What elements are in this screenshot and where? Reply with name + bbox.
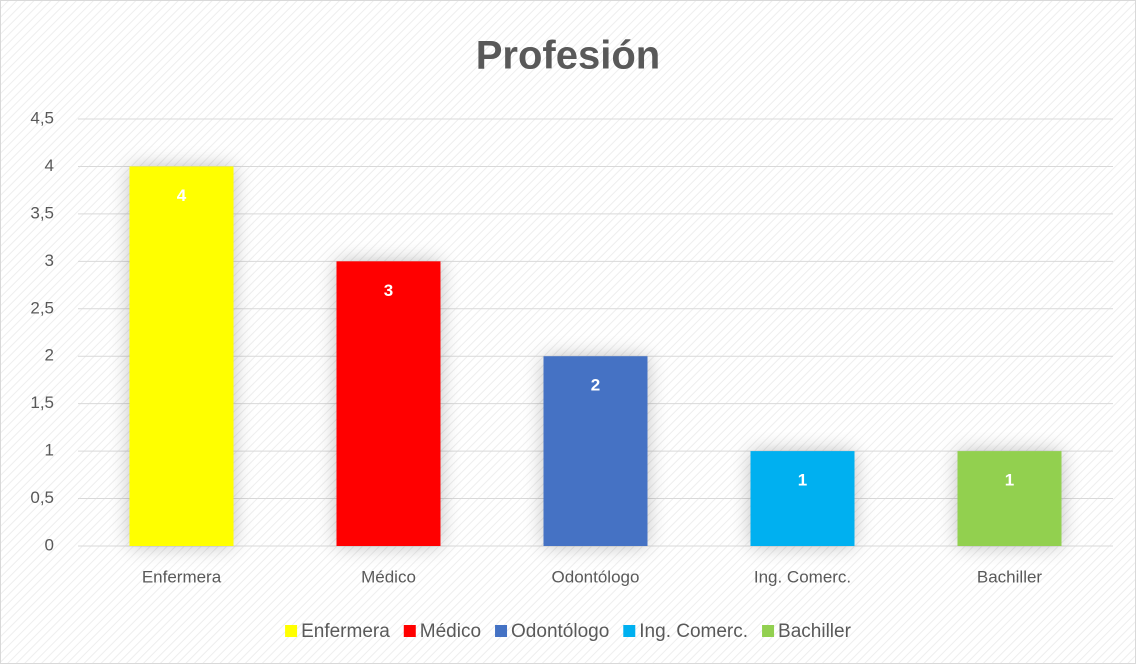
- data-label: 4: [177, 186, 187, 205]
- y-tick-label: 1,5: [30, 393, 54, 412]
- legend-label: Ing. Comerc.: [639, 621, 748, 642]
- y-tick-label: 0,5: [30, 488, 54, 507]
- y-tick-label: 4,5: [30, 108, 54, 127]
- x-tick-label: Odontólogo: [552, 567, 640, 586]
- bar: [750, 451, 855, 546]
- bar: [957, 451, 1062, 546]
- legend-swatch: [762, 625, 775, 637]
- bar: [336, 261, 441, 546]
- y-tick-label: 4: [45, 156, 54, 175]
- legend-label: Enfermera: [301, 621, 390, 642]
- y-tick-label: 2,5: [30, 298, 54, 317]
- bar: [543, 356, 648, 546]
- data-label: 2: [591, 376, 600, 395]
- x-tick-label: Médico: [361, 567, 416, 586]
- chart-title: Profesión: [476, 34, 660, 78]
- x-tick-label: Ing. Comerc.: [754, 567, 851, 586]
- data-label: 1: [798, 471, 807, 490]
- bar: [129, 166, 234, 546]
- legend-swatch: [495, 625, 508, 637]
- legend-swatch: [285, 625, 298, 637]
- y-tick-label: 3: [45, 251, 54, 270]
- y-tick-label: 3,5: [30, 203, 54, 222]
- legend-label: Odontólogo: [511, 621, 609, 642]
- legend-label: Bachiller: [778, 621, 852, 642]
- legend-swatch: [623, 625, 636, 637]
- y-tick-label: 2: [45, 346, 54, 365]
- y-tick-label: 0: [45, 535, 54, 554]
- x-tick-label: Bachiller: [977, 567, 1043, 586]
- x-tick-label: Enfermera: [142, 567, 222, 586]
- legend-swatch: [403, 625, 416, 637]
- data-label: 3: [384, 281, 393, 300]
- y-tick-label: 1: [45, 441, 54, 460]
- data-label: 1: [1005, 471, 1014, 490]
- legend-label: Médico: [420, 621, 481, 642]
